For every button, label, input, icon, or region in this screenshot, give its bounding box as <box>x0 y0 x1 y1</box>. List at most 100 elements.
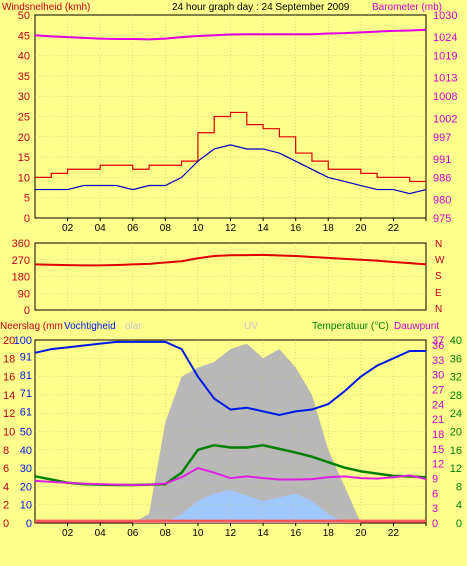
axis-tick-label: 25 <box>18 112 30 124</box>
x-tick-label: 22 <box>388 528 400 539</box>
axis-tick-label: 20 <box>450 427 462 439</box>
axis-tick-label: 991 <box>433 154 451 166</box>
axis-tick-label: 0 <box>26 518 32 530</box>
dir-label-n-bottom: N <box>435 304 442 315</box>
axis-tick-label: 28 <box>450 390 462 402</box>
axis-tick-label: 8 <box>3 445 9 457</box>
axis-tick-label: 14 <box>3 390 15 402</box>
axis-tick-label: 270 <box>12 255 30 267</box>
panel3-temperature-ticks: 0 4 8 12 16 20 24 28 32 36 40 <box>450 335 462 530</box>
humidity-axis-title: Vochtigheid <box>64 321 116 332</box>
axis-tick-label: 1002 <box>433 113 457 125</box>
humidity-line <box>34 340 426 417</box>
axis-tick-label: 0 <box>24 213 30 225</box>
axis-tick-label: 0 <box>456 518 462 530</box>
axis-tick-label: 36 <box>450 353 462 365</box>
barometer-line <box>34 28 427 41</box>
dir-label-s: S <box>435 271 442 282</box>
axis-tick-label: 10 <box>3 427 15 439</box>
axis-tick-label: 10 <box>20 500 32 512</box>
axis-tick-label: 8 <box>456 481 462 493</box>
axis-tick-label: 15 <box>18 152 30 164</box>
axis-tick-label: 37 <box>432 335 444 347</box>
axis-tick-label: 18 <box>432 429 444 441</box>
axis-tick-label: 15 <box>432 444 444 456</box>
panel1-left-ticks: 0 5 10 15 20 25 30 35 40 45 50 <box>18 10 30 225</box>
x-tick-label: 10 <box>192 528 204 539</box>
x-tick-label: 20 <box>355 223 367 234</box>
dewpoint-line <box>34 467 427 487</box>
axis-tick-label: 61 <box>20 406 32 418</box>
axis-tick-label: 100 <box>14 335 32 347</box>
x-tick-label: 14 <box>258 223 270 234</box>
axis-tick-label: 0 <box>24 305 30 317</box>
axis-tick-label: 33 <box>432 355 444 367</box>
axis-tick-label: 3 <box>432 503 438 515</box>
x-tick-label: 02 <box>62 528 74 539</box>
solar-title-faint: olar <box>125 321 142 332</box>
axis-tick-label: 20 <box>3 335 15 347</box>
x-tick-label: 16 <box>290 528 302 539</box>
x-tick-label: 20 <box>355 528 367 539</box>
axis-tick-label: 35 <box>18 71 30 83</box>
axis-tick-label: 997 <box>433 132 451 144</box>
x-tick-label: 10 <box>192 223 204 234</box>
axis-tick-label: 36 <box>432 340 444 352</box>
wind-direction-panel: 0 90 180 270 360 N W S E N <box>12 238 445 317</box>
dir-label-e: E <box>435 288 442 299</box>
panel1-right-ticks: 975 980 986 991 997 1002 1008 1013 1019 1024 1030 <box>433 10 457 225</box>
axis-tick-label: 180 <box>12 272 30 284</box>
dir-label-w: W <box>435 255 445 266</box>
axis-tick-label: 32 <box>450 372 462 384</box>
axis-tick-label: 40 <box>18 51 30 63</box>
axis-tick-label: 0 <box>3 518 9 530</box>
axis-tick-label: 45 <box>18 30 30 42</box>
axis-tick-label: 50 <box>18 10 30 22</box>
dewpoint-axis-title: Dauwpunt <box>394 321 439 332</box>
axis-tick-label: 40 <box>20 445 32 457</box>
x-tick-label: 18 <box>323 528 335 539</box>
axis-tick-label: 12 <box>450 463 462 475</box>
axis-tick-label: 986 <box>433 172 451 184</box>
axis-tick-label: 360 <box>12 238 30 250</box>
wind-direction-line <box>34 253 427 267</box>
x-tick-label: 16 <box>290 223 302 234</box>
graph-title: 24 hour graph day : 24 September 2009 <box>172 2 350 13</box>
x-tick-label: 18 <box>323 223 335 234</box>
panel2-grid <box>35 243 426 310</box>
axis-tick-label: 975 <box>433 213 451 225</box>
axis-tick-label: 9 <box>432 473 438 485</box>
axis-tick-label: 1030 <box>433 10 457 22</box>
axis-tick-label: 16 <box>3 372 15 384</box>
axis-tick-label: 6 <box>3 463 9 475</box>
axis-tick-label: 20 <box>18 132 30 144</box>
x-tick-label: 06 <box>127 223 139 234</box>
axis-tick-label: 30 <box>18 91 30 103</box>
panel3-x-ticks: 02 04 06 08 10 12 14 16 18 20 22 <box>62 523 427 539</box>
axis-tick-label: 91 <box>20 351 32 363</box>
panel2-series <box>34 253 427 267</box>
panel3-series <box>34 340 427 523</box>
axis-tick-label: 1013 <box>433 73 457 85</box>
axis-tick-label: 50 <box>20 427 32 439</box>
axis-tick-label: 1019 <box>433 51 457 63</box>
x-tick-label: 02 <box>62 223 74 234</box>
panel2-left-ticks: 0 90 180 270 360 <box>12 238 30 317</box>
x-tick-label: 12 <box>225 223 237 234</box>
x-tick-label: 04 <box>95 528 107 539</box>
temperature-axis-title: Temperatuur (°C) <box>312 321 389 332</box>
panel3-humidity-ticks: 0 10 20 30 40 50 61 71 81 91 100 <box>14 335 32 530</box>
axis-tick-label: 2 <box>3 500 9 512</box>
axis-tick-label: 980 <box>433 195 451 207</box>
axis-tick-label: 24 <box>450 408 462 420</box>
axis-tick-label: 10 <box>18 172 30 184</box>
axis-tick-label: 90 <box>18 288 30 300</box>
x-tick-label: 04 <box>95 223 107 234</box>
x-tick-label: 22 <box>388 223 400 234</box>
x-tick-label: 12 <box>225 528 237 539</box>
axis-tick-label: 71 <box>20 388 32 400</box>
axis-tick-label: 4 <box>456 500 462 512</box>
wind-gust-line <box>35 111 426 183</box>
wind-average-line <box>35 144 427 195</box>
